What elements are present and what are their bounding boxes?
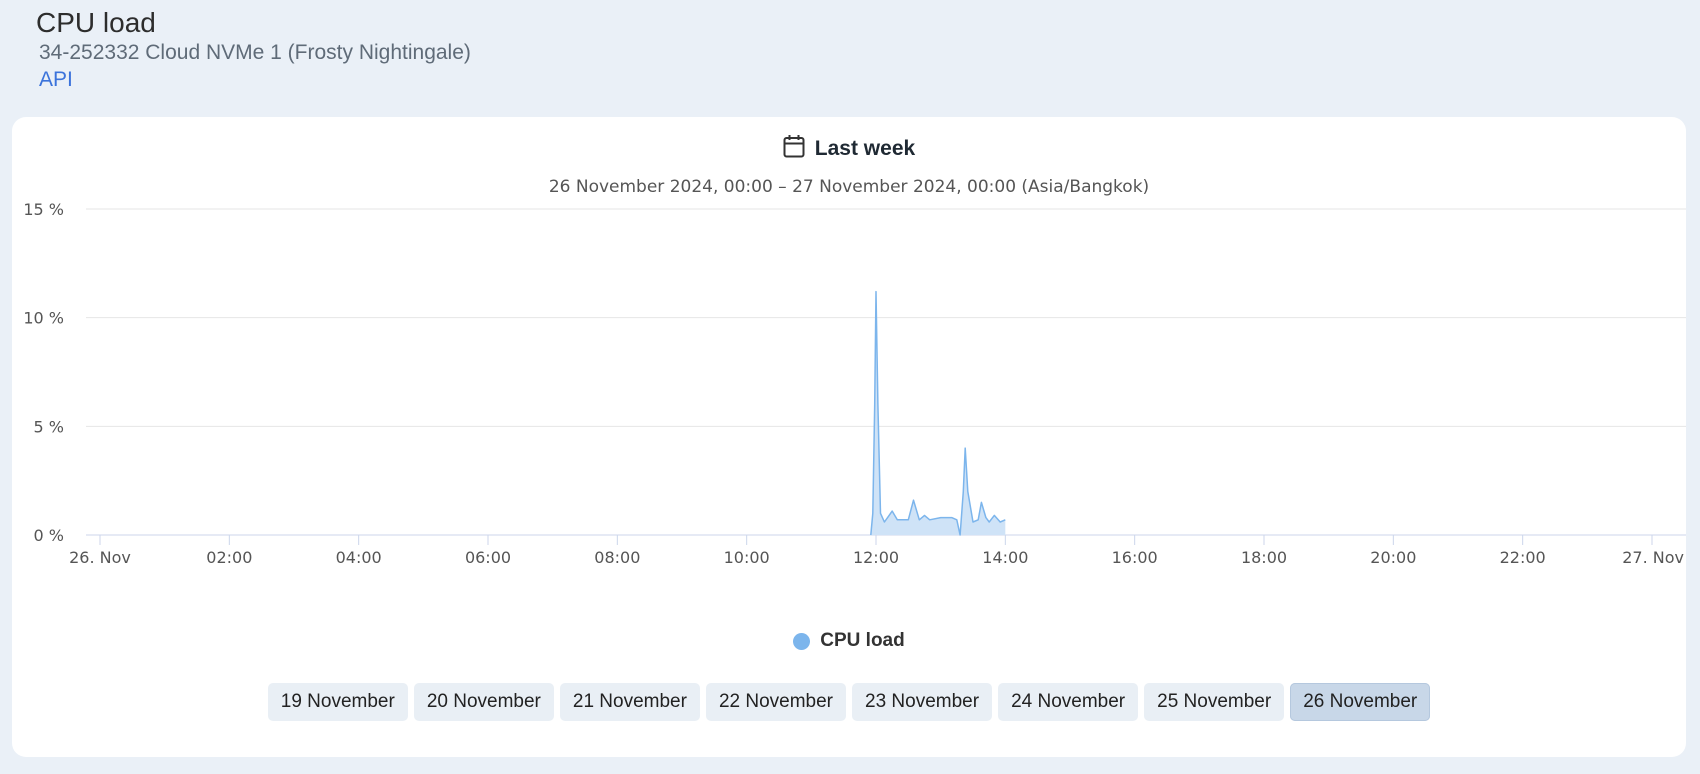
range-subtitle: 26 November 2024, 00:00 – 27 November 20…: [548, 177, 1150, 197]
day-button[interactable]: 23 November: [852, 683, 993, 721]
day-selector: 19 November 20 November 21 November 22 Nove…: [12, 683, 1686, 721]
x-tick-label: 02:00: [206, 548, 252, 567]
y-tick-label: 10 %: [23, 309, 64, 328]
legend-marker: [793, 632, 811, 650]
day-button[interactable]: 21 November: [559, 683, 700, 721]
y-tick-label: 5 %: [34, 417, 64, 436]
day-button[interactable]: 19 November: [267, 683, 408, 721]
day-button[interactable]: 26 November: [1290, 683, 1431, 721]
x-tick-label: 10:00: [724, 548, 770, 567]
x-tick-label: 27. Nov: [1622, 548, 1684, 567]
cpu-load-chart: 0 % 5 % 10 % 15 % 26. Nov 02:00 04:00 06:00 08:0…: [23, 200, 1686, 567]
page-title: CPU load: [36, 7, 156, 38]
x-tick-label: 16:00: [1112, 548, 1158, 567]
chart-legend[interactable]: CPU load: [12, 630, 1686, 652]
x-tick-label: 26. Nov: [69, 548, 131, 567]
day-button[interactable]: 22 November: [705, 683, 846, 721]
y-tick-label: 15 %: [23, 200, 64, 219]
series-line: [870, 290, 1006, 536]
api-link[interactable]: API: [39, 68, 73, 91]
day-button[interactable]: 20 November: [413, 683, 554, 721]
x-tick-label: 12:00: [853, 548, 899, 567]
x-tick-label: 18:00: [1241, 548, 1287, 567]
day-button[interactable]: 24 November: [998, 683, 1139, 721]
legend-label[interactable]: CPU load: [820, 630, 905, 651]
page-header: CPU load 34-252332 Cloud NVMe 1 (Frosty …: [36, 6, 471, 94]
series-area: [870, 291, 1006, 535]
x-tick-label: 22:00: [1500, 548, 1546, 567]
x-tick-label: 04:00: [336, 548, 382, 567]
x-tick-label: 20:00: [1370, 548, 1416, 567]
x-tick-label: 06:00: [465, 548, 511, 567]
chart-card: Last week 26 November 2024, 00:00 – 27 N…: [12, 117, 1686, 757]
server-subtitle: 34-252332 Cloud NVMe 1 (Frosty Nightinga…: [39, 41, 471, 64]
y-tick-label: 0 %: [34, 526, 64, 545]
range-label[interactable]: Last week: [814, 136, 916, 160]
range-selector[interactable]: Last week: [12, 134, 1686, 163]
day-button[interactable]: 25 November: [1144, 683, 1285, 721]
x-tick-label: 08:00: [594, 548, 640, 567]
x-tick-label: 14:00: [982, 548, 1028, 567]
calendar-icon: [783, 134, 805, 163]
